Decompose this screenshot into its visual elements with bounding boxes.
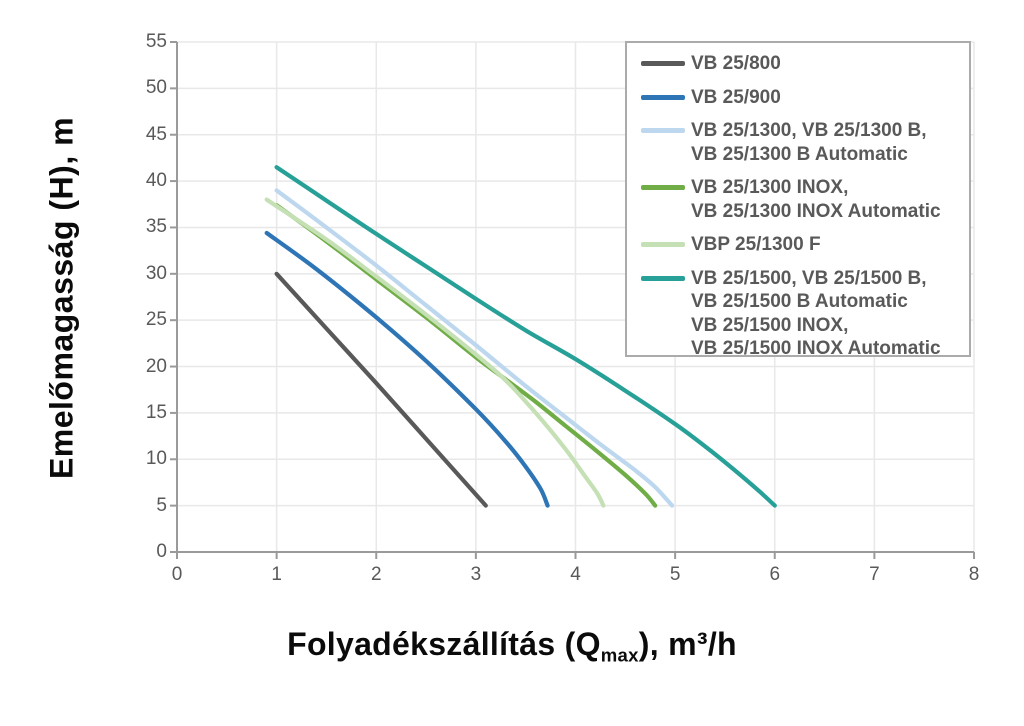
- legend-item-label: VB 25/1300 INOX, VB 25/1300 INOX Automati…: [691, 176, 941, 223]
- legend-swatch-cell: [627, 176, 691, 190]
- x-tick-label: 2: [370, 564, 382, 585]
- legend-label-line: VB 25/1500, VB 25/1500 B,: [691, 267, 927, 289]
- x-tick-label: 6: [769, 564, 781, 585]
- y-tick-label: 35: [145, 216, 167, 238]
- legend-item: VB 25/1300, VB 25/1300 B, VB 25/1300 B Au…: [627, 119, 965, 166]
- y-tick-label: 10: [145, 448, 167, 470]
- x-axis-title-unit: ), m³/h: [638, 626, 737, 662]
- y-tick-label: 40: [145, 170, 167, 192]
- legend-label-line: VB 25/1300, VB 25/1300 B,: [691, 120, 927, 141]
- curve-vb-25-800: [274, 271, 488, 508]
- x-tick-label: 3: [470, 564, 482, 585]
- legend-line-swatch: [641, 94, 685, 100]
- x-tick-label: 0: [171, 564, 183, 585]
- legend-item: VBP 25/1300 F: [627, 233, 965, 257]
- y-tick-label: 55: [145, 31, 167, 52]
- legend-label-line: VB 25/800: [691, 53, 781, 74]
- legend-label-line: VB 25/1300 INOX Automatic: [691, 200, 941, 222]
- legend-swatch-cell: [627, 233, 691, 247]
- legend-label-line: VB 25/1300 INOX,: [691, 177, 849, 198]
- legend-item-label: VB 25/800: [691, 52, 781, 76]
- legend-item: VB 25/800: [627, 52, 965, 76]
- legend-item-label: VB 25/900: [691, 86, 781, 110]
- x-axis-title-subscript: max: [600, 644, 639, 666]
- legend-label-line: VB 25/1500 B Automatic: [691, 291, 908, 312]
- x-tick-label: 7: [869, 564, 880, 585]
- y-tick-label: 5: [156, 494, 167, 516]
- legend-box: VB 25/800 VB 25/900 VB 25/1300, VB 25/1300…: [625, 41, 971, 359]
- x-axis-title: Folyadékszállítás (Qmax), m³/h: [0, 626, 1024, 666]
- legend-label-line: VB 25/1500 INOX,: [691, 314, 849, 336]
- legend-swatch-cell: [627, 52, 691, 66]
- curve-vbp-25-1300-f: [264, 197, 606, 508]
- legend-label-line: VB 25/900: [691, 86, 781, 108]
- y-tick-label: 0: [156, 541, 167, 562]
- legend-line-swatch: [641, 128, 685, 133]
- curve-vb-25-1300-inox-vb-25-1300-inox-automati: [274, 203, 658, 508]
- y-tick-label: 20: [145, 355, 167, 377]
- legend-swatch-cell: [627, 119, 691, 133]
- y-tick-label: 30: [145, 262, 167, 284]
- x-tick-label: 8: [968, 564, 980, 585]
- x-tick-label: 1: [271, 564, 282, 585]
- legend-line-swatch: [641, 275, 685, 281]
- legend-item-label: VB 25/1300, VB 25/1300 B, VB 25/1300 B Au…: [691, 119, 927, 166]
- legend-item: VB 25/1300 INOX, VB 25/1300 INOX Automati…: [627, 176, 965, 223]
- curve-vb-25-900: [264, 230, 550, 508]
- legend-label-line: VBP 25/1300 F: [691, 234, 821, 255]
- axes: [170, 41, 975, 559]
- x-tick-label: 4: [570, 564, 581, 585]
- y-tick-label: 50: [145, 77, 167, 99]
- x-axis-title-main: Folyadékszállítás (Q: [287, 626, 601, 662]
- legend-item: VB 25/1500, VB 25/1500 B, VB 25/1500 B Au…: [627, 267, 965, 361]
- curves: [264, 165, 777, 508]
- legend-line-swatch: [641, 242, 685, 247]
- y-tick-label: 25: [145, 309, 167, 331]
- legend-item: VB 25/900: [627, 86, 965, 110]
- y-tick-label: 45: [145, 123, 167, 145]
- legend-label-line: VB 25/1300 B Automatic: [691, 143, 908, 165]
- legend-line-swatch: [641, 61, 685, 66]
- legend-swatch-cell: [627, 267, 691, 281]
- y-tick-label: 15: [145, 401, 167, 423]
- legend-line-swatch: [641, 185, 685, 190]
- x-tick-label: 5: [669, 564, 681, 585]
- curve-vb-25-1300-vb-25-1300-b-vb-25-1300-b-aut: [274, 188, 675, 508]
- legend-item-label: VB 25/1500, VB 25/1500 B, VB 25/1500 B Au…: [691, 267, 941, 361]
- legend-swatch-cell: [627, 86, 691, 100]
- curve-vb-25-1500-vb-25-1500-b-vb-25-1500-b-aut: [274, 165, 777, 508]
- legend-label-line: VB 25/1500 INOX Automatic: [691, 338, 941, 359]
- y-axis-title: Emelőmagasság (H), m: [43, 116, 80, 480]
- legend-item-label: VBP 25/1300 F: [691, 233, 821, 257]
